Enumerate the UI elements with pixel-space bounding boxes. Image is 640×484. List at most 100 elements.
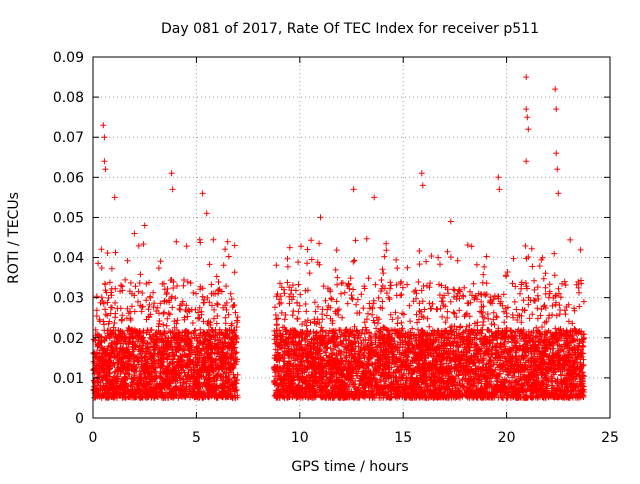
data-point bbox=[501, 319, 507, 325]
data-point bbox=[531, 278, 537, 284]
data-point bbox=[551, 251, 557, 257]
data-point bbox=[143, 281, 149, 287]
data-point bbox=[467, 313, 473, 319]
data-point bbox=[214, 321, 220, 327]
data-point bbox=[575, 279, 581, 285]
data-point bbox=[350, 287, 356, 293]
data-point bbox=[147, 294, 153, 300]
data-point bbox=[345, 301, 351, 307]
data-point bbox=[463, 312, 469, 318]
data-point bbox=[193, 291, 199, 297]
data-point bbox=[125, 258, 131, 264]
data-point bbox=[103, 311, 109, 317]
data-point bbox=[93, 327, 99, 333]
data-point bbox=[450, 309, 456, 315]
data-point bbox=[221, 262, 227, 268]
data-point bbox=[304, 260, 310, 266]
data-point bbox=[190, 320, 196, 326]
data-point bbox=[163, 291, 169, 297]
data-point bbox=[94, 293, 100, 299]
data-point bbox=[563, 311, 569, 317]
data-point bbox=[334, 282, 340, 288]
data-point bbox=[150, 290, 156, 296]
data-point bbox=[119, 317, 125, 323]
data-point bbox=[109, 266, 115, 272]
data-point bbox=[112, 300, 118, 306]
data-point bbox=[164, 323, 170, 329]
data-point bbox=[416, 248, 422, 254]
data-point bbox=[296, 282, 302, 288]
x-axis-label: GPS time / hours bbox=[291, 459, 408, 475]
data-point bbox=[160, 311, 166, 317]
data-point bbox=[324, 313, 330, 319]
data-point bbox=[397, 292, 403, 298]
data-points bbox=[90, 74, 587, 401]
data-point bbox=[355, 297, 361, 303]
data-point bbox=[166, 310, 172, 316]
data-point bbox=[188, 280, 194, 286]
data-point bbox=[538, 313, 544, 319]
data-point bbox=[334, 275, 340, 281]
data-point bbox=[185, 314, 191, 320]
data-point bbox=[122, 277, 128, 283]
data-point bbox=[452, 287, 458, 293]
data-point bbox=[305, 247, 311, 253]
data-point bbox=[316, 240, 322, 246]
data-point bbox=[127, 309, 133, 315]
data-point bbox=[501, 291, 507, 297]
data-point bbox=[156, 318, 162, 324]
data-point bbox=[195, 315, 201, 321]
data-point bbox=[535, 293, 541, 299]
data-point bbox=[539, 324, 545, 330]
data-point bbox=[184, 243, 190, 249]
data-point bbox=[456, 307, 462, 313]
data-point bbox=[535, 316, 541, 322]
data-point bbox=[273, 262, 279, 268]
data-point bbox=[222, 246, 228, 252]
data-point bbox=[169, 305, 175, 311]
data-point bbox=[380, 266, 386, 272]
data-point bbox=[200, 294, 206, 300]
data-point bbox=[379, 277, 385, 283]
data-point bbox=[113, 250, 119, 256]
data-point bbox=[106, 295, 112, 301]
data-point bbox=[156, 265, 162, 271]
y-axis-label: ROTI / TECUs bbox=[6, 192, 22, 284]
data-point bbox=[174, 317, 180, 323]
data-point bbox=[214, 274, 220, 280]
data-point bbox=[342, 290, 348, 296]
data-point bbox=[534, 305, 540, 311]
data-point bbox=[223, 320, 229, 326]
data-point bbox=[190, 290, 196, 296]
data-point bbox=[228, 291, 234, 297]
data-point bbox=[95, 260, 101, 266]
data-point bbox=[527, 315, 533, 321]
data-point bbox=[469, 243, 475, 249]
data-point bbox=[510, 280, 516, 286]
data-point bbox=[387, 279, 393, 285]
data-point bbox=[364, 236, 370, 242]
data-point bbox=[334, 247, 340, 253]
data-point bbox=[531, 287, 537, 293]
data-point bbox=[394, 265, 400, 271]
chart-title: Day 081 of 2017, Rate Of TEC Index for r… bbox=[161, 21, 539, 37]
data-point bbox=[102, 306, 108, 312]
data-point bbox=[404, 265, 410, 271]
data-point bbox=[105, 250, 111, 256]
data-point bbox=[372, 282, 378, 288]
data-point bbox=[512, 284, 518, 290]
data-point bbox=[210, 237, 216, 243]
data-point bbox=[118, 282, 124, 288]
data-point bbox=[94, 307, 100, 313]
data-point bbox=[282, 316, 288, 322]
data-point bbox=[450, 286, 456, 292]
data-point bbox=[358, 291, 364, 297]
data-point bbox=[197, 237, 203, 243]
data-point bbox=[173, 239, 179, 245]
data-point bbox=[542, 302, 548, 308]
data-point bbox=[158, 258, 164, 264]
data-point bbox=[97, 318, 103, 324]
data-point bbox=[216, 279, 222, 285]
